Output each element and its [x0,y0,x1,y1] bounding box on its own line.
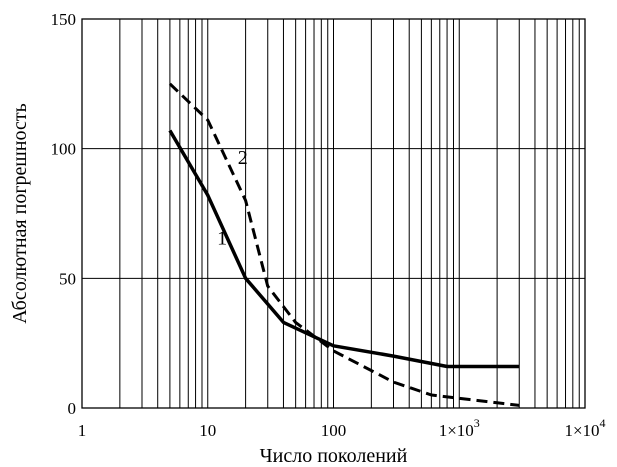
y-tick-label: 100 [51,140,77,159]
series-line-2 [168,82,520,407]
series-label-2: 2 [238,147,248,169]
x-tick-label: 1×104 [564,416,605,440]
y-tick-label: 50 [59,269,76,288]
y-tick-label: 150 [51,10,77,29]
x-tick-label: 1×103 [439,416,480,440]
plot-frame [81,18,586,409]
series-group: 12 [168,82,520,407]
series-line-1 [168,129,520,369]
y-axis-label: Абсолютная погрешность [9,103,31,324]
x-axis-label: Число поколений [260,445,408,467]
series-label-1: 1 [217,228,227,250]
tick-labels: 1 10 100 1×103 1×104 0 50 100 150 [51,10,606,440]
x-tick-label: 1 [78,421,87,440]
x-tick-label: 100 [321,421,347,440]
grid [82,19,585,408]
y-tick-label: 0 [68,399,77,418]
x-tick-label: 10 [199,421,216,440]
